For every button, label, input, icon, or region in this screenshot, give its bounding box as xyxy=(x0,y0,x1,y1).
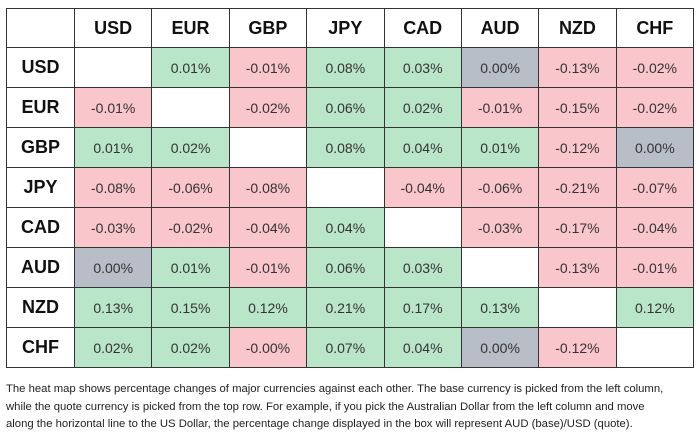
heat-cell: 0.15% xyxy=(151,287,230,328)
heat-map-body: USD EUR GBP JPY CAD AUD NZD CHF USD 0.01% -0.01% 0.… xyxy=(6,8,695,368)
table-row: GBP 0.01% 0.02% 0.08% 0.04% 0.01% -0.12% 0.00% xyxy=(6,127,695,168)
row-header: NZD xyxy=(6,287,75,328)
heat-cell: 0.01% xyxy=(151,47,230,88)
heat-cell: -0.03% xyxy=(73,207,153,248)
heat-cell: 0.12% xyxy=(228,287,308,328)
empty-cell xyxy=(538,287,617,328)
heat-cell: -0.15% xyxy=(538,87,617,128)
heat-cell: -0.01% xyxy=(228,247,308,288)
empty-cell xyxy=(73,47,153,88)
row-header: JPY xyxy=(6,167,75,208)
row-header: USD xyxy=(6,47,75,88)
empty-cell xyxy=(615,327,695,368)
heat-cell: 0.13% xyxy=(73,287,153,328)
heat-cell: -0.13% xyxy=(538,47,617,88)
column-header: JPY xyxy=(306,8,385,48)
heat-cell: -0.02% xyxy=(615,87,695,128)
column-header: CAD xyxy=(383,8,462,48)
heat-cell: 0.01% xyxy=(151,247,230,288)
heat-cell: 0.00% xyxy=(460,47,540,88)
heat-cell: 0.08% xyxy=(306,47,385,88)
heat-cell: 0.00% xyxy=(73,247,153,288)
column-header: CHF xyxy=(615,8,695,48)
table-row: AUD 0.00% 0.01% -0.01% 0.06% 0.03% -0.13% -0.01… xyxy=(6,247,695,288)
table-row: EUR -0.01% -0.02% 0.06% 0.02% -0.01% -0.15% -0.… xyxy=(6,87,695,128)
row-header: GBP xyxy=(6,127,75,168)
heat-cell: 0.02% xyxy=(73,327,153,368)
heat-cell: 0.03% xyxy=(383,247,462,288)
row-header: EUR xyxy=(6,87,75,128)
empty-cell xyxy=(151,87,230,128)
heat-cell: 0.00% xyxy=(615,127,695,168)
row-header: CHF xyxy=(6,327,75,368)
empty-cell xyxy=(460,247,540,288)
column-header: NZD xyxy=(538,8,617,48)
column-header: USD xyxy=(73,8,153,48)
table-row: CHF 0.02% 0.02% -0.00% 0.07% 0.04% 0.00% -0.12% xyxy=(6,327,695,368)
empty-cell xyxy=(383,207,462,248)
heat-cell: -0.08% xyxy=(73,167,153,208)
heat-cell: -0.12% xyxy=(538,127,617,168)
empty-cell xyxy=(228,127,308,168)
heat-cell: 0.01% xyxy=(460,127,540,168)
heat-cell: 0.01% xyxy=(73,127,153,168)
heat-cell: 0.06% xyxy=(306,87,385,128)
heat-cell: 0.06% xyxy=(306,247,385,288)
empty-cell xyxy=(306,167,385,208)
heat-cell: 0.04% xyxy=(306,207,385,248)
heat-cell: -0.06% xyxy=(460,167,540,208)
caption: The heat map shows percentage changes of… xyxy=(6,381,663,434)
row-header: CAD xyxy=(6,207,75,248)
column-header: EUR xyxy=(151,8,230,48)
heat-cell: -0.17% xyxy=(538,207,617,248)
heat-cell: 0.08% xyxy=(306,127,385,168)
caption-line: while the quote currency is picked from … xyxy=(6,400,645,413)
heat-cell: -0.06% xyxy=(151,167,230,208)
heat-cell: -0.04% xyxy=(383,167,462,208)
heat-cell: -0.08% xyxy=(228,167,308,208)
heat-cell: 0.02% xyxy=(151,127,230,168)
heat-cell: -0.02% xyxy=(615,47,695,88)
heat-cell: -0.01% xyxy=(615,247,695,288)
heat-cell: 0.07% xyxy=(306,327,385,368)
heat-cell: -0.02% xyxy=(228,87,308,128)
heat-cell: -0.04% xyxy=(615,207,695,248)
header-row: USD EUR GBP JPY CAD AUD NZD CHF xyxy=(6,8,695,48)
heat-cell: -0.01% xyxy=(73,87,153,128)
heat-cell: -0.21% xyxy=(538,167,617,208)
column-header: AUD xyxy=(460,8,540,48)
heat-cell: 0.02% xyxy=(383,87,462,128)
table-row: NZD 0.13% 0.15% 0.12% 0.21% 0.17% 0.13% 0.12% xyxy=(6,287,695,328)
heat-cell: -0.04% xyxy=(228,207,308,248)
heat-cell: -0.12% xyxy=(538,327,617,368)
heat-cell: 0.12% xyxy=(615,287,695,328)
row-header: AUD xyxy=(6,247,75,288)
heat-cell: 0.13% xyxy=(460,287,540,328)
heat-cell: -0.01% xyxy=(228,47,308,88)
heat-cell: -0.02% xyxy=(151,207,230,248)
heat-cell: 0.02% xyxy=(151,327,230,368)
heat-cell: 0.04% xyxy=(383,327,462,368)
heat-map: USD EUR GBP JPY CAD AUD NZD CHF USD 0.01% -0.01% 0.… xyxy=(6,8,695,368)
caption-line: The heat map shows percentage changes of… xyxy=(6,383,664,395)
heat-cell: 0.04% xyxy=(383,127,462,168)
column-header: GBP xyxy=(228,8,308,48)
corner-cell xyxy=(6,8,75,48)
heat-cell: 0.21% xyxy=(306,287,385,328)
heat-cell: -0.03% xyxy=(460,207,540,248)
caption-line: along the horizontal line to the US Doll… xyxy=(6,418,633,430)
heat-cell: 0.03% xyxy=(383,47,462,88)
heat-cell: -0.01% xyxy=(460,87,540,128)
heat-cell: -0.13% xyxy=(538,247,617,288)
heat-cell: -0.00% xyxy=(228,327,308,368)
heat-cell: 0.17% xyxy=(383,287,462,328)
heat-cell: 0.00% xyxy=(460,327,540,368)
heat-cell: -0.07% xyxy=(615,167,695,208)
table-row: USD 0.01% -0.01% 0.08% 0.03% 0.00% -0.13% -0.02… xyxy=(6,47,695,88)
table-row: CAD -0.03% -0.02% -0.04% 0.04% -0.03% -0.17% -0… xyxy=(6,207,695,248)
table-row: JPY -0.08% -0.06% -0.08% -0.04% -0.06% -0.21% -… xyxy=(6,167,695,208)
